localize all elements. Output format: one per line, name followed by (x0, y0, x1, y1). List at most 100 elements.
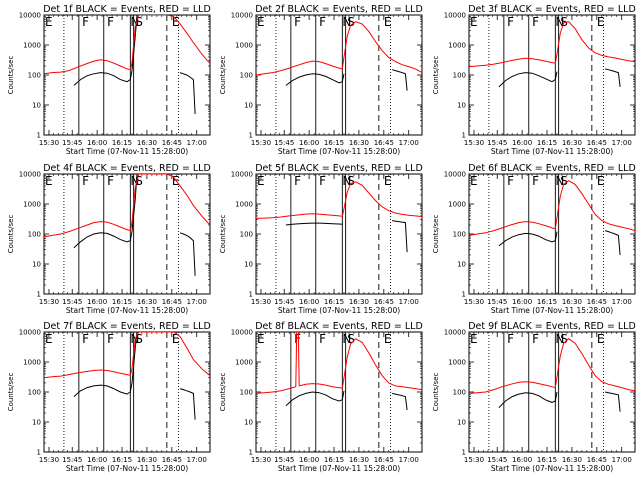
x-axis-label: Start Time (07-Nov-11 15:28:00) (491, 147, 613, 156)
series-line-events (392, 220, 408, 253)
x-tick-label: 16:45 (374, 456, 394, 464)
x-tick-label: 15:45 (487, 298, 507, 306)
y-tick-label: 10 (32, 261, 41, 269)
y-tick-label: 1000 (448, 201, 466, 209)
x-tick-label: 17:00 (399, 456, 419, 464)
x-axis-label: Start Time (07-Nov-11 15:28:00) (66, 464, 188, 473)
series-line-lld (44, 174, 210, 238)
x-tick-label: 16:00 (512, 298, 532, 306)
axes-frame (43, 14, 211, 136)
x-axis-label: Start Time (07-Nov-11 15:28:00) (66, 306, 188, 315)
marker-label: F (507, 174, 514, 188)
y-tick-label: 10 (457, 261, 466, 269)
y-tick-label: 1000 (23, 201, 41, 209)
series-line-events (498, 391, 558, 409)
series-line-lld (44, 332, 210, 379)
y-axis-label: Counts/sec (219, 215, 227, 254)
axes-frame (255, 331, 423, 453)
marker-label: E (172, 15, 180, 29)
x-tick-label: 16:45 (162, 298, 182, 306)
y-tick-label: 100 (453, 72, 466, 80)
panel-det-8: Det 8f BLACK = Events, RED = LLD 1 10 100 10… (219, 321, 423, 473)
marker-label: S (135, 174, 143, 188)
series-line-events (604, 230, 621, 256)
y-tick-label: 1 (37, 449, 41, 457)
x-tick-label: 16:15 (112, 298, 132, 306)
marker-label: F (319, 15, 326, 29)
marker-label: F (532, 174, 539, 188)
y-tick-label: 1 (249, 132, 253, 140)
series-line-lld (469, 338, 635, 394)
series-line-lld (256, 21, 422, 76)
axes-frame (468, 331, 636, 453)
marker-label: F (294, 332, 301, 346)
x-tick-label: 16:30 (137, 456, 157, 464)
x-tick-label: 16:00 (299, 298, 319, 306)
y-tick-label: 10 (32, 419, 41, 427)
marker-label: F (319, 332, 326, 346)
panel-title: Det 7f BLACK = Events, RED = LLD (43, 321, 211, 332)
y-tick-label: 1000 (23, 359, 41, 367)
x-tick-label: 16:15 (324, 298, 344, 306)
y-tick-label: 1 (37, 132, 41, 140)
y-axis-label: Counts/sec (7, 56, 15, 95)
marker-label: E (172, 174, 180, 188)
panel-det-9: Det 9f BLACK = Events, RED = LLD 1 10 100 10… (432, 321, 636, 473)
y-axis-label: Counts/sec (219, 56, 227, 95)
y-tick-label: 10 (244, 261, 253, 269)
x-tick-label: 16:45 (162, 456, 182, 464)
x-tick-label: 17:00 (399, 298, 419, 306)
marker-label: F (82, 15, 89, 29)
x-tick-label: 16:15 (112, 456, 132, 464)
series-line-lld (256, 332, 422, 394)
y-tick-label: 1 (37, 291, 41, 299)
x-tick-label: 16:00 (299, 456, 319, 464)
marker-label: S (135, 15, 143, 29)
x-tick-label: 16:00 (512, 456, 532, 464)
series-line-events (285, 222, 343, 226)
marker-label: F (532, 332, 539, 346)
series-line-lld (256, 181, 422, 219)
marker-label: E (470, 174, 478, 188)
marker-label: S (560, 174, 568, 188)
series-line-lld (44, 15, 210, 75)
x-tick-label: 15:30 (39, 298, 59, 306)
x-axis-label: Start Time (07-Nov-11 15:28:00) (278, 306, 400, 315)
y-tick-label: 100 (28, 389, 41, 397)
y-axis-label: Counts/sec (432, 215, 440, 254)
x-tick-label: 16:00 (299, 139, 319, 147)
panel-det-3: Det 3f BLACK = Events, RED = LLD 1 10 100 10… (432, 4, 636, 156)
marker-label: F (107, 15, 114, 29)
x-tick-label: 17:00 (187, 139, 207, 147)
y-axis-label: Counts/sec (7, 215, 15, 254)
panel-title: Det 2f BLACK = Events, RED = LLD (255, 4, 423, 15)
x-tick-label: 15:45 (62, 456, 82, 464)
y-tick-label: 1 (249, 449, 253, 457)
y-tick-label: 10000 (444, 12, 466, 20)
x-tick-label: 16:30 (349, 456, 369, 464)
x-tick-label: 15:30 (251, 139, 271, 147)
x-tick-label: 16:15 (537, 298, 557, 306)
y-tick-label: 10 (457, 419, 466, 427)
x-tick-label: 16:30 (137, 298, 157, 306)
x-tick-label: 16:15 (112, 139, 132, 147)
x-tick-label: 16:15 (537, 456, 557, 464)
marker-label: E (384, 174, 392, 188)
panel-title: Det 4f BLACK = Events, RED = LLD (43, 163, 211, 174)
y-tick-label: 100 (240, 231, 253, 239)
x-tick-label: 16:45 (374, 139, 394, 147)
marker-label: F (507, 15, 514, 29)
series-line-events (73, 332, 138, 397)
marker-label: E (597, 15, 605, 29)
marker-label: E (257, 15, 265, 29)
marker-label: F (294, 174, 301, 188)
x-tick-label: 16:45 (587, 139, 607, 147)
x-tick-label: 16:30 (562, 456, 582, 464)
y-tick-label: 1000 (235, 359, 253, 367)
panel-det-2: Det 2f BLACK = Events, RED = LLD 1 10 100 10… (219, 4, 423, 156)
x-tick-label: 15:30 (39, 139, 59, 147)
y-tick-label: 1000 (235, 42, 253, 50)
x-tick-label: 16:45 (587, 298, 607, 306)
marker-label: E (470, 15, 478, 29)
y-tick-label: 1000 (448, 42, 466, 50)
